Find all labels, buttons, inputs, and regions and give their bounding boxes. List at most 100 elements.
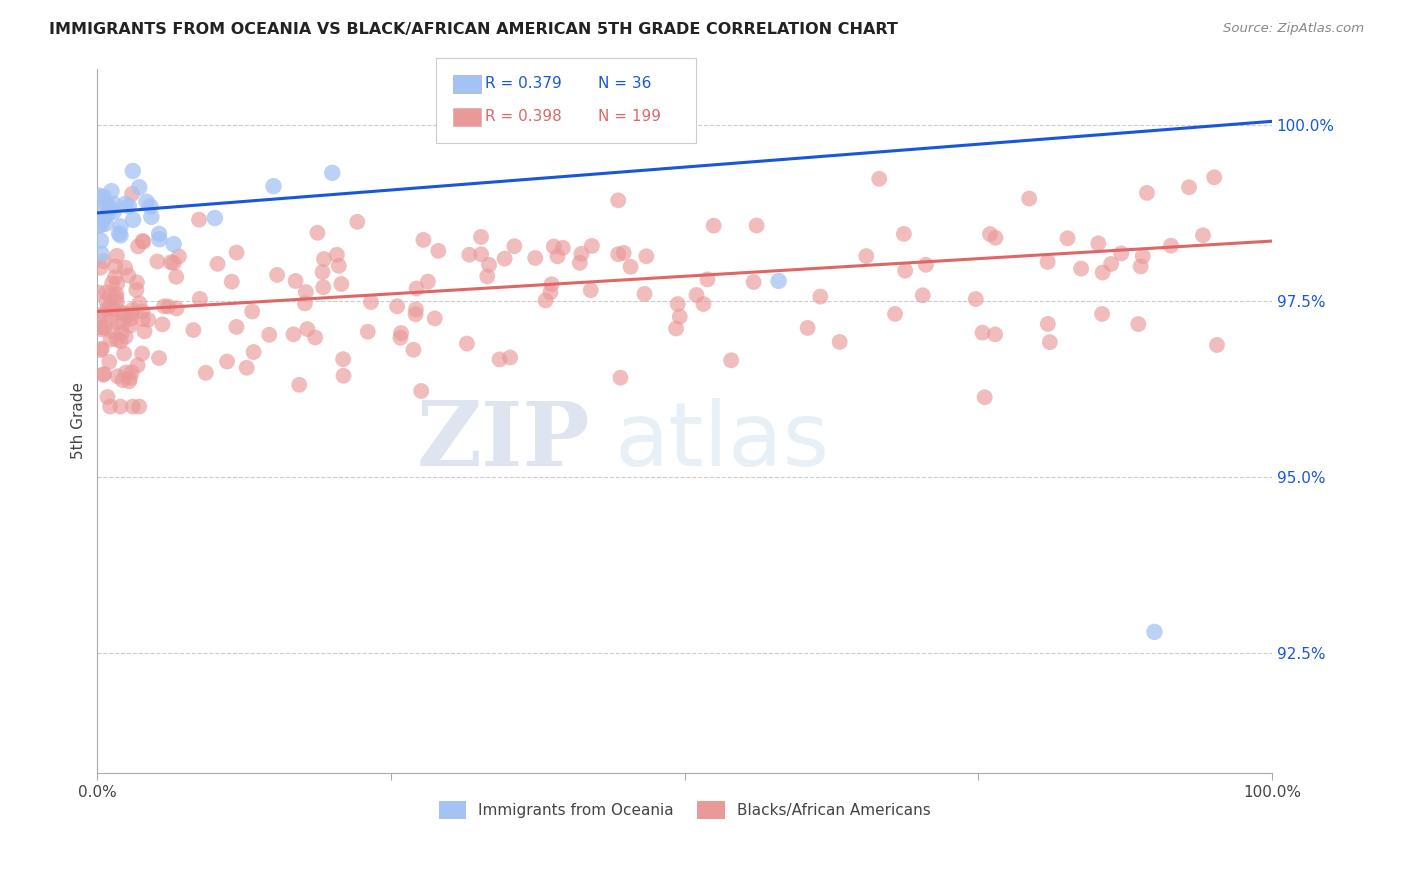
Point xyxy=(134,324,156,338)
Point xyxy=(115,366,138,380)
Point xyxy=(121,186,143,201)
Point xyxy=(456,336,478,351)
Point xyxy=(188,212,211,227)
Point xyxy=(139,199,162,213)
Point xyxy=(257,327,280,342)
Point xyxy=(105,287,128,301)
Point xyxy=(914,258,936,272)
Point xyxy=(100,201,122,215)
Point xyxy=(101,324,124,338)
Point xyxy=(146,254,169,268)
Point xyxy=(100,184,122,198)
Point xyxy=(98,400,121,414)
Point xyxy=(148,232,170,246)
Point xyxy=(100,310,122,324)
Point xyxy=(1129,260,1152,274)
Point xyxy=(389,326,412,340)
Point xyxy=(312,252,335,266)
Point xyxy=(1036,255,1059,269)
Point xyxy=(89,219,111,233)
Text: N = 36: N = 36 xyxy=(598,77,651,91)
Point xyxy=(828,334,851,349)
Point xyxy=(104,260,127,274)
Point xyxy=(266,268,288,282)
Point xyxy=(90,320,112,334)
Point xyxy=(868,171,890,186)
Point xyxy=(110,228,132,243)
Point xyxy=(163,237,186,252)
Point xyxy=(121,306,143,320)
Point xyxy=(666,297,689,311)
Point xyxy=(1018,192,1040,206)
Point xyxy=(122,212,145,227)
Point xyxy=(105,333,128,347)
Text: IMMIGRANTS FROM OCEANIA VS BLACK/AFRICAN AMERICAN 5TH GRADE CORRELATION CHART: IMMIGRANTS FROM OCEANIA VS BLACK/AFRICAN… xyxy=(49,22,898,37)
Point xyxy=(402,343,425,357)
Point xyxy=(685,288,707,302)
Point xyxy=(157,300,180,314)
Point xyxy=(217,354,239,368)
Point xyxy=(94,308,117,322)
Point xyxy=(110,400,132,414)
Point xyxy=(153,299,176,313)
Point xyxy=(332,352,354,367)
Point xyxy=(121,164,143,178)
Point xyxy=(112,316,135,330)
Point xyxy=(633,286,655,301)
Point xyxy=(389,331,412,345)
Point xyxy=(540,277,562,292)
Point xyxy=(121,302,143,317)
Point xyxy=(894,263,917,277)
Y-axis label: 5th Grade: 5th Grade xyxy=(72,382,86,459)
Point xyxy=(128,296,150,310)
Point xyxy=(328,259,350,273)
Point xyxy=(884,307,907,321)
Point xyxy=(405,302,427,317)
Point xyxy=(1099,257,1122,271)
Point xyxy=(114,260,136,275)
Point xyxy=(297,322,319,336)
Point xyxy=(96,208,118,222)
Point xyxy=(104,270,127,285)
Point xyxy=(1132,249,1154,263)
Point xyxy=(551,241,574,255)
Point xyxy=(101,301,124,316)
Point xyxy=(125,283,148,297)
Point xyxy=(494,252,516,266)
Point xyxy=(965,292,987,306)
Point xyxy=(405,307,427,321)
Point xyxy=(330,277,353,291)
Point xyxy=(1192,228,1215,243)
Point xyxy=(112,346,135,360)
Point xyxy=(979,227,1001,241)
Point xyxy=(90,343,112,357)
Point xyxy=(1178,180,1201,194)
Point xyxy=(96,294,118,309)
Point xyxy=(127,358,149,372)
Point xyxy=(488,352,510,367)
Point xyxy=(128,180,150,194)
Point xyxy=(304,330,326,344)
Point xyxy=(720,353,742,368)
Point xyxy=(114,330,136,344)
Point xyxy=(110,219,132,234)
Point xyxy=(105,291,128,305)
Point xyxy=(1128,317,1150,331)
Point xyxy=(105,295,128,310)
Point xyxy=(742,275,765,289)
Point xyxy=(534,293,557,308)
Point xyxy=(477,269,499,284)
Point xyxy=(524,251,547,265)
Point xyxy=(225,245,247,260)
Point xyxy=(613,246,636,260)
Point xyxy=(321,166,343,180)
Point xyxy=(204,211,226,225)
Point xyxy=(93,254,115,268)
Point xyxy=(499,351,522,365)
Point xyxy=(973,390,995,404)
Point xyxy=(283,327,305,342)
Point xyxy=(105,249,128,263)
Point xyxy=(93,190,115,204)
Point xyxy=(96,198,118,212)
Point xyxy=(89,211,111,226)
